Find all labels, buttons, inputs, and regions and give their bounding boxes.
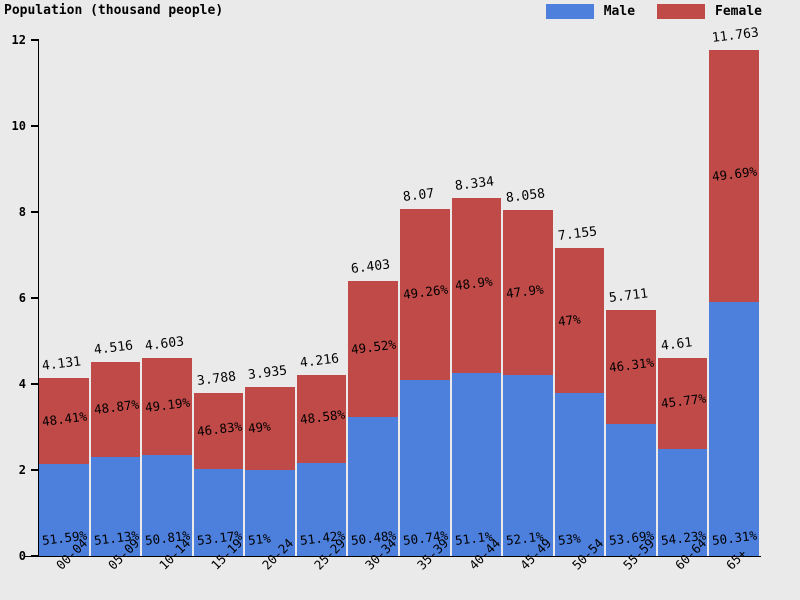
y-axis-tick-10 bbox=[31, 125, 39, 127]
y-axis-tick-label: 0 bbox=[18, 549, 26, 563]
y-axis-tick-0 bbox=[31, 555, 39, 557]
x-axis-line bbox=[25, 555, 761, 558]
bar-segment-female[interactable]: 49.69% bbox=[709, 50, 759, 302]
bar-segment-male[interactable]: 51.13% bbox=[90, 456, 141, 556]
bar-label-female-percent: 46.83% bbox=[195, 418, 243, 440]
bar-group[interactable]: 53% 47% bbox=[554, 248, 605, 556]
bar-segment-male[interactable]: 50.81% bbox=[142, 455, 192, 556]
bar-segment-female[interactable]: 48.58% bbox=[296, 374, 347, 463]
bar-label-male-percent: 51% bbox=[247, 530, 272, 548]
bar-label-female-percent: 47.9% bbox=[505, 281, 545, 301]
bar-group[interactable]: 51.42% 48.58% bbox=[296, 374, 347, 556]
bar-label-female-percent: 49% bbox=[247, 418, 272, 437]
bar-segment-male[interactable]: 50.48% bbox=[348, 417, 398, 556]
bar-label-female-percent: 48.41% bbox=[41, 408, 88, 430]
legend-swatch-male bbox=[545, 4, 594, 19]
bar-segment-female[interactable]: 48.87% bbox=[90, 361, 141, 457]
bar-group[interactable]: 51% 49% bbox=[245, 386, 295, 556]
bar-segment-female[interactable]: 47.9% bbox=[503, 209, 553, 376]
bar-label-female-percent: 49.52% bbox=[350, 336, 398, 357]
y-axis-tick-labels: 0 2 4 6 8 10 12 bbox=[0, 0, 26, 600]
y-axis-tick-6 bbox=[31, 297, 39, 299]
bar-group[interactable]: 51.1% 48.9% bbox=[451, 197, 502, 556]
y-axis-tick-label: 12 bbox=[11, 33, 26, 47]
bar-group[interactable]: 51.13% 48.87% bbox=[90, 361, 141, 556]
bar-segment-male[interactable]: 51% bbox=[245, 469, 295, 556]
y-axis-tick-4 bbox=[31, 383, 39, 385]
legend-label-male: Male bbox=[603, 4, 636, 19]
y-axis-tick-label: 4 bbox=[18, 377, 26, 391]
bar-label-female-percent: 46.31% bbox=[608, 354, 656, 376]
bar-label-female-percent: 47% bbox=[556, 311, 582, 329]
bar-segment-male[interactable]: 50.74% bbox=[400, 379, 450, 556]
legend-swatch-female bbox=[657, 4, 706, 19]
legend-entry-female[interactable]: Female bbox=[657, 4, 762, 19]
bar-segment-female[interactable]: 45.77% bbox=[657, 357, 708, 449]
bar-segment-male[interactable]: 51.59% bbox=[39, 464, 89, 556]
bar-segment-female[interactable]: 48.9% bbox=[451, 197, 502, 373]
bar-segment-female[interactable]: 49.52% bbox=[348, 280, 398, 418]
bar-label-female-percent: 49.69% bbox=[711, 163, 759, 184]
bar-segment-female[interactable]: 49% bbox=[245, 386, 295, 470]
bar-group[interactable]: 50.48% 49.52% bbox=[348, 280, 398, 556]
y-axis-tick-8 bbox=[31, 211, 39, 213]
bar-label-female-percent: 48.9% bbox=[453, 273, 493, 294]
bar-segment-female[interactable]: 46.31% bbox=[606, 310, 656, 425]
bar-label-male-percent: 50.31% bbox=[711, 527, 759, 548]
bar-segment-male[interactable]: 53% bbox=[554, 392, 605, 556]
y-axis-tick-label: 8 bbox=[18, 205, 26, 219]
bar-label-female-percent: 45.77% bbox=[660, 390, 707, 412]
y-axis-tick-label: 6 bbox=[18, 291, 26, 305]
bar-segment-female[interactable]: 47% bbox=[554, 248, 605, 393]
bar-group[interactable]: 50.74% 49.26% bbox=[400, 209, 450, 556]
bar-segment-female[interactable]: 49.26% bbox=[400, 209, 450, 380]
y-axis-tick-label: 2 bbox=[18, 463, 26, 477]
bar-label-male-percent: 53% bbox=[556, 530, 582, 548]
bar-segment-male[interactable]: 50.31% bbox=[709, 301, 759, 556]
legend-entry-male[interactable]: Male bbox=[545, 4, 636, 19]
y-axis-tick-12 bbox=[31, 39, 39, 41]
y-axis-tick-label: 10 bbox=[11, 119, 26, 133]
bar-group[interactable]: 50.81% 49.19% bbox=[142, 358, 192, 556]
chart-title: Population (thousand people) bbox=[4, 3, 224, 18]
bar-segment-male[interactable]: 51.1% bbox=[451, 372, 502, 556]
bar-segment-female[interactable]: 48.41% bbox=[39, 378, 89, 465]
bar-group[interactable]: 53.17% 46.83% bbox=[193, 393, 244, 556]
bar-label-female-percent: 49.26% bbox=[402, 282, 449, 303]
bar-group[interactable]: 50.31% 49.69% bbox=[709, 50, 759, 556]
chart-legend: Male Female bbox=[545, 4, 762, 19]
bar-label-female-percent: 49.19% bbox=[144, 394, 191, 415]
y-axis-tick-2 bbox=[31, 469, 39, 471]
bar-group[interactable]: 54.23% 45.77% bbox=[657, 357, 708, 556]
bar-segment-female[interactable]: 46.83% bbox=[193, 393, 244, 470]
bar-segment-male[interactable]: 52.1% bbox=[503, 375, 553, 556]
bar-segment-female[interactable]: 49.19% bbox=[142, 358, 192, 456]
plot-area: 51.59% 48.41% 51.13% 48.87% 50.81% 49.19% 53.1… bbox=[39, 40, 761, 556]
bar-label-female-percent: 48.58% bbox=[299, 406, 346, 427]
bar-segment-male[interactable]: 53.69% bbox=[606, 424, 656, 556]
bar-segment-male[interactable]: 54.23% bbox=[657, 448, 708, 556]
bar-group[interactable]: 52.1% 47.9% bbox=[503, 209, 553, 556]
bar-label-female-percent: 48.87% bbox=[92, 396, 140, 418]
bar-segment-male[interactable]: 53.17% bbox=[193, 469, 244, 556]
bar-group[interactable]: 51.59% 48.41% bbox=[39, 378, 89, 556]
bar-segment-male[interactable]: 51.42% bbox=[296, 462, 347, 556]
bar-group[interactable]: 53.69% 46.31% bbox=[606, 310, 656, 556]
legend-label-female: Female bbox=[715, 4, 762, 19]
